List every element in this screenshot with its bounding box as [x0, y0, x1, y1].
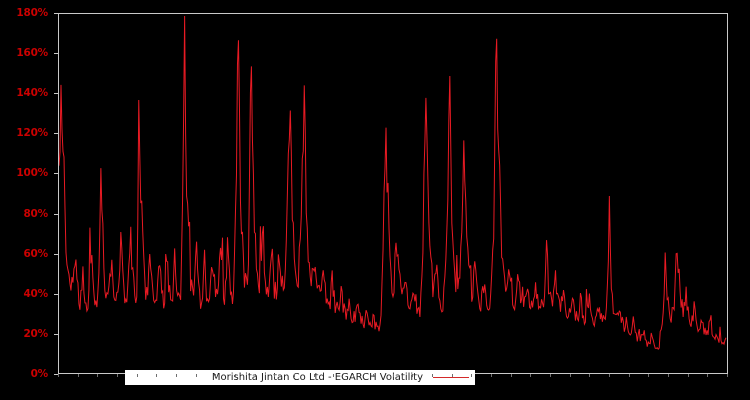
x-tick-mark	[372, 374, 374, 377]
plot-area	[59, 14, 727, 373]
y-tick-label-60: 60%	[23, 247, 48, 260]
x-tick-mark	[294, 374, 296, 377]
x-tick-mark	[412, 374, 414, 377]
x-tick-mark	[589, 374, 591, 377]
legend-line-swatch	[433, 377, 469, 378]
x-tick-mark	[97, 374, 99, 377]
x-tick-mark	[58, 374, 59, 377]
x-tick-mark	[117, 374, 119, 377]
legend-label: Morishita Jintan Co Ltd - EGARCH Volatil…	[211, 371, 423, 383]
x-tick-mark	[156, 374, 158, 377]
y-tick-mark-160	[54, 53, 58, 55]
x-tick-mark	[77, 374, 79, 377]
x-tick-mark	[471, 374, 473, 377]
x-tick-mark	[136, 374, 138, 377]
x-tick-mark	[176, 374, 178, 377]
y-tick-label-140: 140%	[16, 87, 48, 100]
x-tick-mark	[569, 374, 571, 377]
y-tick-label-160: 160%	[16, 47, 48, 60]
x-tick-mark	[451, 374, 453, 377]
x-tick-mark	[549, 374, 551, 377]
y-tick-mark-20	[54, 333, 58, 335]
y-tick-label-0: 0%	[30, 368, 49, 380]
x-tick-mark	[727, 374, 728, 377]
y-tick-mark-140	[54, 93, 58, 95]
y-tick-label-180: 180%	[16, 7, 48, 19]
y-tick-mark-0	[54, 374, 58, 375]
y-tick-mark-120	[54, 133, 58, 135]
y-tick-label-20: 20%	[23, 327, 48, 340]
y-tick-mark-100	[54, 173, 58, 175]
chart-legend: Morishita Jintan Co Ltd - EGARCH Volatil…	[125, 370, 475, 385]
x-tick-mark	[333, 374, 335, 377]
x-tick-mark	[510, 374, 512, 377]
x-tick-mark	[608, 374, 610, 377]
x-tick-mark	[648, 374, 650, 377]
y-tick-label-100: 100%	[16, 167, 48, 180]
y-tick-label-120: 120%	[16, 127, 48, 140]
x-tick-mark	[687, 374, 689, 377]
x-tick-mark	[215, 374, 217, 377]
plot-frame: Morishita Jintan Co Ltd - EGARCH Volatil…	[58, 13, 728, 385]
x-tick-mark	[530, 374, 532, 377]
y-tick-mark-180	[54, 13, 58, 14]
x-tick-mark	[490, 374, 492, 377]
x-tick-mark	[235, 374, 237, 377]
x-tick-mark	[667, 374, 669, 377]
y-tick-mark-80	[54, 213, 58, 215]
x-tick-mark	[431, 374, 433, 377]
y-tick-mark-40	[54, 293, 58, 295]
series-polyline	[59, 16, 726, 349]
volatility-series	[59, 14, 727, 373]
y-tick-label-80: 80%	[23, 207, 48, 220]
y-tick-label-40: 40%	[23, 287, 48, 300]
x-tick-mark	[353, 374, 355, 377]
x-tick-mark	[392, 374, 394, 377]
x-tick-mark	[254, 374, 256, 377]
x-tick-mark	[313, 374, 315, 377]
x-tick-mark	[195, 374, 197, 377]
y-axis: 180% 160% 140% 120% 100% 80% 60% 40% 20% 0%	[0, 0, 58, 400]
x-tick-mark	[707, 374, 709, 377]
y-tick-mark-60	[54, 253, 58, 255]
x-tick-mark	[274, 374, 276, 377]
x-tick-mark	[628, 374, 630, 377]
